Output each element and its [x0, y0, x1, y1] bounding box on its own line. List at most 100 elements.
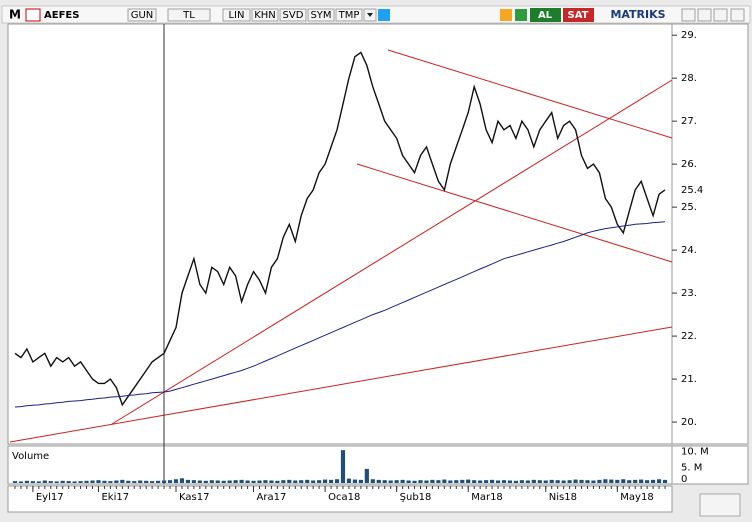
volume-bar	[662, 479, 668, 483]
sync-button[interactable]	[699, 493, 741, 517]
buy-label: AL	[538, 10, 553, 21]
y-tick-label: 24.	[681, 245, 697, 256]
volume-bar	[597, 479, 602, 483]
volume-bar	[484, 480, 489, 483]
flash-icon[interactable]	[500, 9, 512, 21]
volume-bar	[591, 480, 596, 483]
last-price-label: 25.4	[681, 185, 703, 196]
volume-bar	[24, 480, 29, 483]
toolbar-button-label: SYM	[310, 10, 331, 21]
volume-bar	[585, 480, 590, 483]
volume-bar	[96, 480, 101, 483]
volume-bar	[418, 480, 423, 483]
volume-bar	[364, 468, 369, 483]
volume-bar	[263, 480, 268, 483]
restore[interactable]	[713, 8, 728, 22]
toolbar-button[interactable]	[335, 8, 363, 22]
volume-bar	[179, 478, 185, 483]
volume-bar	[102, 480, 107, 483]
volume-title: Volume	[12, 451, 49, 462]
volume-bar	[173, 479, 179, 483]
volume-bar	[120, 479, 125, 483]
volume-bar	[543, 480, 548, 483]
volume-bar	[549, 479, 554, 483]
volume-bar	[352, 479, 357, 483]
volume-bar	[472, 480, 477, 483]
volume-bar	[358, 479, 363, 483]
toolbar-button-label: SVD	[283, 10, 304, 21]
volume-bar	[215, 480, 220, 483]
toolbar-button[interactable]	[251, 8, 279, 22]
volume-bar	[346, 478, 352, 483]
time-axis	[7, 485, 673, 513]
volume-bar	[531, 479, 536, 483]
trend-line	[387, 49, 673, 139]
price-line	[14, 51, 666, 407]
x-tick-label: Nis18	[549, 492, 577, 503]
volume-bar	[227, 480, 232, 483]
toolbar-button-label: TMP	[338, 10, 360, 21]
x-tick-label: Eki17	[101, 492, 129, 503]
volume-bar	[191, 480, 196, 483]
volume-bar	[340, 450, 346, 483]
volume-bar	[382, 480, 387, 483]
volume-bar	[185, 479, 191, 483]
volume-bar	[299, 480, 304, 483]
volume-bar	[317, 480, 322, 483]
toolbar-button[interactable]	[279, 8, 307, 22]
volume-bar	[251, 480, 256, 483]
volume-bar	[60, 480, 65, 483]
refresh-icon[interactable]	[515, 9, 527, 21]
volume-bar	[84, 480, 89, 483]
moving-average	[14, 221, 666, 408]
toolbar-button-label: LIN	[228, 10, 244, 21]
toolbar-button[interactable]	[167, 8, 211, 22]
volume-bar	[269, 480, 274, 483]
volume-bar	[281, 480, 286, 483]
y-tick-label: 28.	[681, 73, 697, 84]
volume-bar	[555, 480, 560, 483]
toolbar-button-label: KHN	[254, 10, 276, 21]
toolbar-button[interactable]	[127, 8, 157, 22]
volume-bar	[430, 479, 435, 483]
buy-button[interactable]	[530, 8, 561, 22]
volume-bar	[161, 480, 167, 483]
logo: M	[9, 8, 21, 22]
volume-bar	[18, 481, 24, 483]
close-symbol[interactable]	[25, 8, 41, 22]
x-tick-label: Oca18	[328, 492, 360, 503]
toolbar-button[interactable]	[222, 8, 251, 22]
close[interactable]	[730, 8, 745, 22]
volume-bar	[78, 481, 83, 483]
volume-panel	[7, 445, 673, 485]
volume-tick-label: 10. M	[681, 447, 709, 458]
maximize[interactable]	[697, 8, 712, 22]
x-tick-label: Kas17	[179, 492, 209, 503]
brand: MATRIKS	[610, 8, 665, 21]
sell-button[interactable]	[563, 8, 594, 22]
volume-bar	[489, 479, 495, 483]
volume-bar	[144, 480, 149, 483]
y-tick-label: 22.	[681, 331, 697, 342]
volume-bar	[36, 481, 41, 483]
dropdown-arrow	[367, 13, 373, 17]
volume-bar	[651, 479, 656, 483]
volume-bar	[150, 481, 155, 483]
volume-axis	[671, 445, 749, 485]
volume-bar	[66, 481, 71, 483]
volume-bar	[621, 479, 626, 483]
y-tick-label: 23.	[681, 288, 697, 299]
price-axis	[671, 23, 749, 445]
volume-tick-label: 0	[681, 474, 687, 485]
volume-bar	[233, 480, 238, 483]
twitter[interactable]	[378, 9, 390, 21]
volume-bar	[603, 479, 608, 483]
volume-bar	[376, 479, 381, 483]
symbol[interactable]: AEFES	[44, 10, 79, 21]
minimize[interactable]	[681, 8, 696, 22]
x-tick-label: Şub18	[400, 492, 432, 503]
volume-bar	[436, 480, 441, 483]
volume-bar	[209, 480, 214, 483]
toolbar-button[interactable]	[307, 8, 335, 22]
volume-bar	[203, 480, 208, 483]
